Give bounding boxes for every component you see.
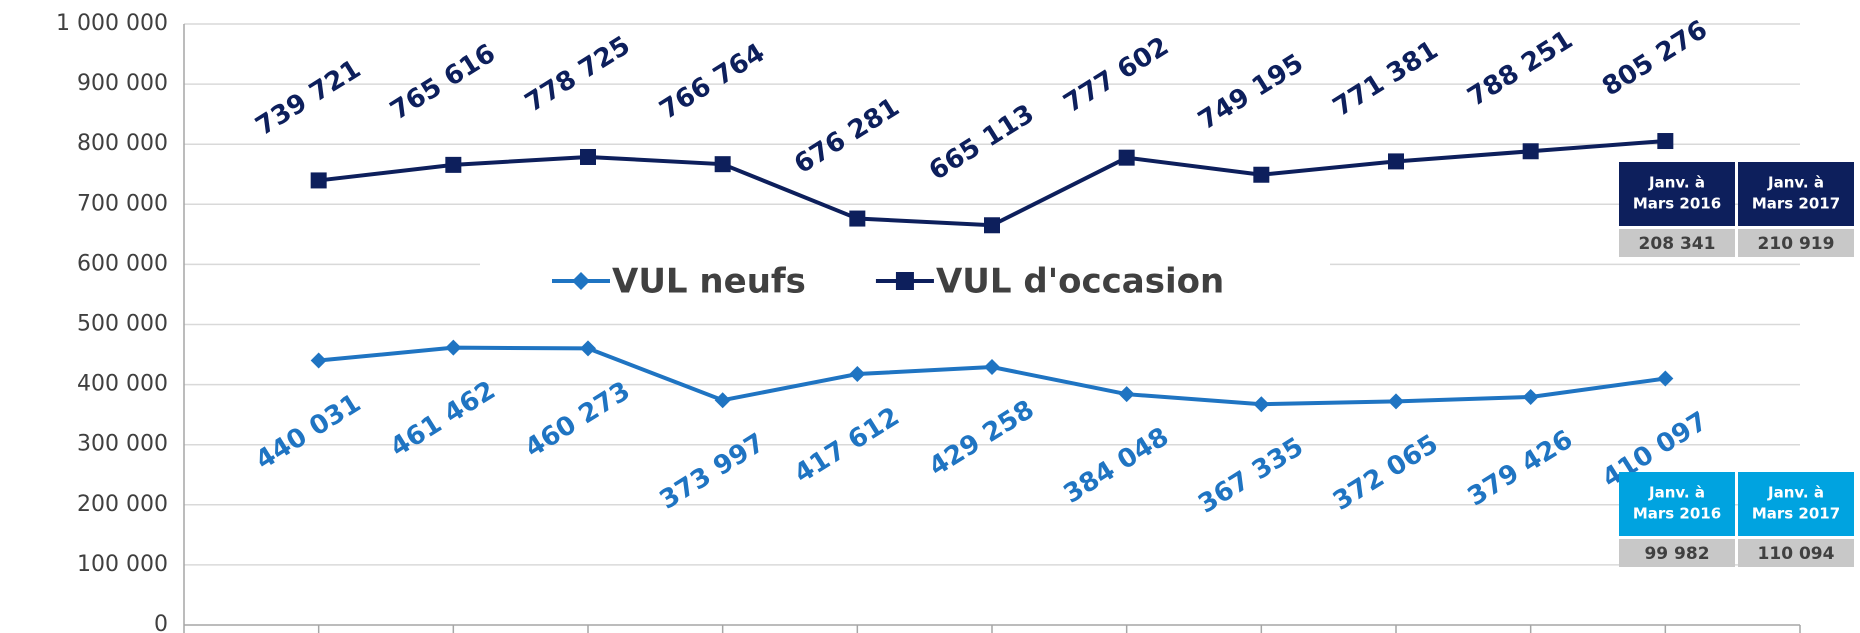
point <box>1657 133 1674 150</box>
data-label: 805 276 <box>1597 15 1713 103</box>
legend-label: VUL d'occasion <box>936 262 1224 302</box>
data-label: 766 764 <box>655 38 771 126</box>
y-tick-label: 900 000 <box>77 71 168 96</box>
data-label: 749 195 <box>1193 48 1309 136</box>
data-label: 373 997 <box>655 428 771 516</box>
table-value: 210 919 <box>1758 234 1835 254</box>
table-header-text: Janv. à <box>1648 174 1705 192</box>
y-tick-label: 400 000 <box>77 372 168 397</box>
point <box>1253 166 1270 183</box>
point <box>580 340 596 357</box>
table-value-cell <box>1738 229 1854 257</box>
data-label: 460 273 <box>520 376 636 464</box>
legend-marker <box>895 272 914 290</box>
point <box>445 339 462 356</box>
table-header-cell <box>1738 472 1854 536</box>
table-value: 99 982 <box>1644 544 1709 564</box>
data-label: 765 616 <box>385 39 501 127</box>
point <box>310 352 327 369</box>
data-label: 461 462 <box>385 375 501 463</box>
point <box>714 156 731 173</box>
table-header-text: Mars 2017 <box>1752 505 1840 523</box>
y-tick-label: 600 000 <box>77 251 168 276</box>
table-header-text: Janv. à <box>1767 174 1824 192</box>
point <box>849 210 866 227</box>
data-label: 788 251 <box>1463 25 1579 113</box>
table-header-text: Mars 2017 <box>1752 195 1840 213</box>
legend-marker <box>572 272 590 290</box>
point <box>310 172 327 189</box>
data-label: 739 721 <box>251 54 367 142</box>
table-header-cell <box>1738 162 1854 226</box>
data-label: 379 426 <box>1463 425 1579 513</box>
table-value: 208 341 <box>1639 234 1716 254</box>
data-label: 676 281 <box>789 92 905 180</box>
point <box>1118 386 1135 403</box>
y-tick-label: 100 000 <box>77 552 168 577</box>
y-tick-label: 300 000 <box>77 432 168 457</box>
point <box>1388 393 1404 410</box>
point <box>1118 149 1135 166</box>
y-tick-label: 500 000 <box>77 312 168 337</box>
table-value: 110 094 <box>1758 544 1835 564</box>
table-header-text: Mars 2016 <box>1633 505 1721 523</box>
point <box>1388 153 1404 170</box>
table-header-text: Janv. à <box>1648 484 1705 502</box>
point <box>445 156 462 173</box>
table-header-text: Mars 2016 <box>1633 195 1721 213</box>
y-tick-label: 1 000 000 <box>56 11 168 36</box>
table-header-cell <box>1619 472 1735 536</box>
y-tick-label: 700 000 <box>77 191 168 216</box>
data-label: 417 612 <box>789 402 905 490</box>
data-label: 777 602 <box>1059 31 1175 119</box>
point <box>1522 388 1539 405</box>
point <box>1253 396 1270 413</box>
series-line <box>318 345 1666 407</box>
point <box>1522 143 1539 160</box>
data-label: 372 065 <box>1328 429 1444 517</box>
y-tick-label: 800 000 <box>77 131 168 156</box>
legend-label: VUL neufs <box>612 262 806 302</box>
point <box>580 148 596 165</box>
table-value-cell <box>1738 539 1854 567</box>
y-tick-label: 200 000 <box>77 492 168 517</box>
table-header-text: Janv. à <box>1767 484 1824 502</box>
data-label: 384 048 <box>1059 422 1175 510</box>
point <box>984 359 1000 376</box>
data-label: 771 381 <box>1328 35 1444 123</box>
table-header-cell <box>1619 162 1735 226</box>
table-value-cell <box>1619 539 1735 567</box>
data-label: 429 258 <box>924 395 1040 483</box>
point <box>714 392 731 409</box>
data-label: 778 725 <box>520 31 636 119</box>
table-value-cell <box>1619 229 1735 257</box>
data-label: 665 113 <box>924 99 1040 187</box>
point <box>984 217 1000 234</box>
point <box>1657 370 1674 387</box>
y-tick-label: 0 <box>154 612 168 633</box>
data-label: 440 031 <box>251 388 367 476</box>
point <box>849 366 866 383</box>
